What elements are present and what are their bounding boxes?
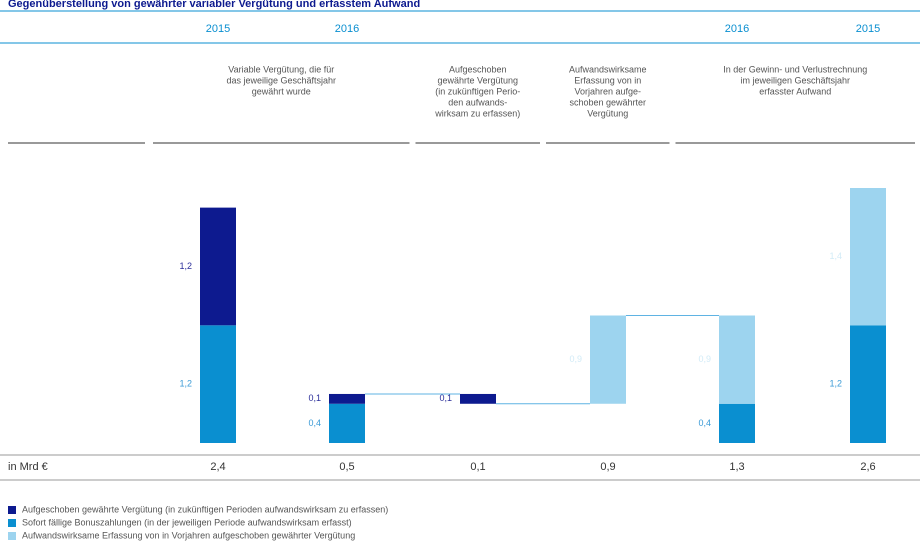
bar-segment: [460, 393, 496, 404]
year-label: 2015: [856, 23, 880, 35]
legend-label: Aufwandswirksame Erfassung von in Vorjah…: [22, 530, 355, 540]
bar-segment: [329, 403, 365, 443]
column-heading: im jeweiligen Geschäftsjahr: [740, 75, 850, 85]
total-label: 2,4: [210, 461, 225, 473]
bar-segment: [200, 207, 236, 326]
column-heading: Vorjahren aufge-: [574, 86, 641, 96]
value-label: 1,4: [829, 251, 842, 261]
bar-segment: [590, 315, 626, 404]
total-label: 1,3: [729, 461, 744, 473]
column-heading: erfasster Aufwand: [759, 86, 831, 96]
column-heading: In der Gewinn- und Verlustrechnung: [723, 64, 867, 74]
column-heading: das jeweilige Geschäftsjahr: [226, 75, 336, 85]
total-label: 0,5: [339, 461, 354, 473]
legend-swatch: [8, 506, 16, 514]
total-label: 0,1: [470, 461, 485, 473]
value-label: 1,2: [179, 261, 192, 271]
value-label: 1,2: [829, 379, 842, 389]
column-heading: Aufgeschoben: [449, 64, 507, 74]
column-heading: Aufwandswirksame: [569, 64, 647, 74]
value-label: 0,9: [698, 354, 711, 364]
value-label: 0,1: [308, 393, 321, 403]
value-label: 0,9: [569, 354, 582, 364]
chart-title: Gegenüberstellung von gewährter variable…: [8, 0, 420, 10]
total-label: 0,9: [600, 461, 615, 473]
legend-label: Sofort fällige Bonuszahlungen (in der je…: [22, 517, 352, 527]
year-label: 2015: [206, 23, 230, 35]
column-heading: Erfassung von in: [574, 75, 641, 85]
year-label: 2016: [725, 23, 749, 35]
column-heading: schoben gewährter: [569, 97, 646, 107]
column-heading: gewährt wurde: [252, 86, 311, 96]
column-heading: den aufwands-: [448, 97, 507, 107]
value-label: 1,2: [179, 379, 192, 389]
unit-label: in Mrd €: [8, 461, 48, 473]
bar-segment: [719, 315, 755, 404]
column-heading: Variable Vergütung, die für: [228, 64, 334, 74]
legend-swatch: [8, 532, 16, 540]
value-label: 0,4: [308, 418, 321, 428]
value-label: 0,1: [439, 393, 452, 403]
bar-segment: [329, 393, 365, 404]
value-label: 0,4: [698, 418, 711, 428]
year-label: 2016: [335, 23, 359, 35]
bar-segment: [850, 325, 886, 443]
column-heading: gewährte Vergütung: [437, 75, 518, 85]
column-heading: wirksam zu erfassen): [434, 108, 520, 118]
bar-segment: [200, 325, 236, 443]
legend-swatch: [8, 519, 16, 527]
column-heading: Vergütung: [587, 108, 628, 118]
bar-segment: [719, 403, 755, 443]
total-label: 2,6: [860, 461, 875, 473]
bar-segment: [850, 188, 886, 326]
column-heading: (in zukünftigen Perio-: [435, 86, 520, 96]
legend-label: Aufgeschoben gewährte Vergütung (in zukü…: [22, 504, 388, 514]
